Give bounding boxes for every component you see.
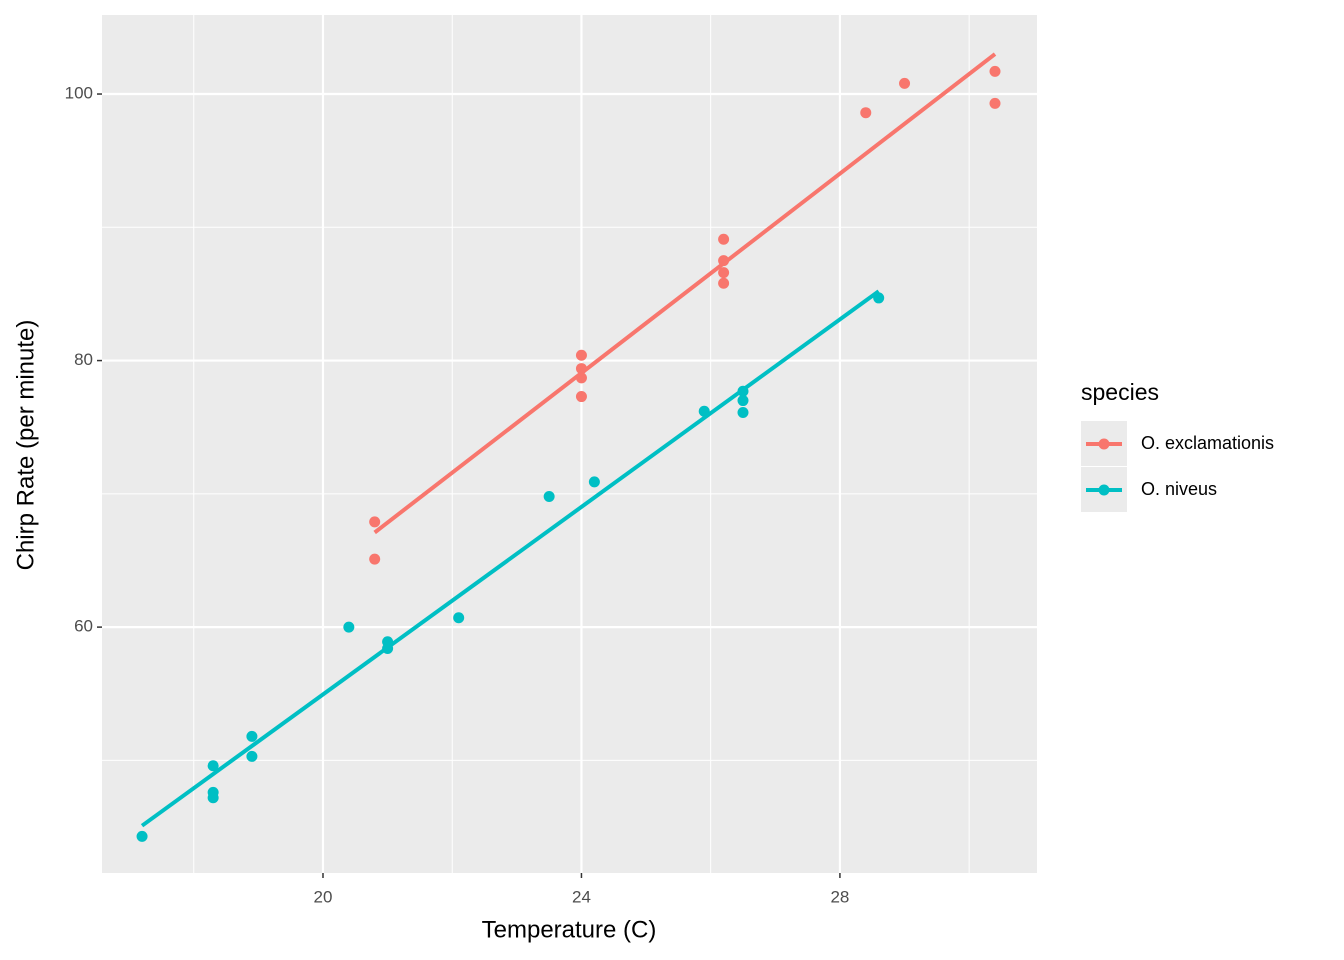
point [989,97,1001,109]
point [860,107,872,119]
fit-line [373,52,997,535]
x-tick-label: 24 [572,887,591,906]
panel-background [102,15,1037,873]
legend-title: species [1081,379,1159,405]
marks [136,52,1001,842]
legend-label: O. exclamationis [1141,433,1274,453]
point [369,553,381,565]
point [899,77,911,89]
point [989,65,1001,77]
grid [102,15,1037,873]
point [737,407,749,419]
point [343,621,355,633]
point [718,277,730,289]
point [207,760,219,772]
point [369,516,381,528]
legend-point [1098,484,1110,496]
point [543,491,555,503]
point [246,750,258,762]
point [453,612,465,624]
point [588,476,600,488]
legend: species O. exclamationis O. niveus [1081,379,1274,512]
point [575,391,587,403]
point [718,233,730,245]
legend-point [1098,438,1110,450]
x-axis-title: Temperature (C) [482,916,657,943]
point [136,830,148,842]
point [737,395,749,407]
x-tick-label: 20 [314,887,333,906]
point [718,267,730,279]
legend-label: O. niveus [1141,479,1217,499]
y-tick-label: 100 [65,84,93,103]
point [246,730,258,742]
y-tick-label: 80 [74,350,93,369]
x-tick-label: 28 [830,887,849,906]
y-axis-title: Chirp Rate (per minute) [12,320,39,571]
y-tick-label: 60 [74,617,93,636]
fit-line [140,289,880,828]
point [207,792,219,804]
point [575,349,587,361]
